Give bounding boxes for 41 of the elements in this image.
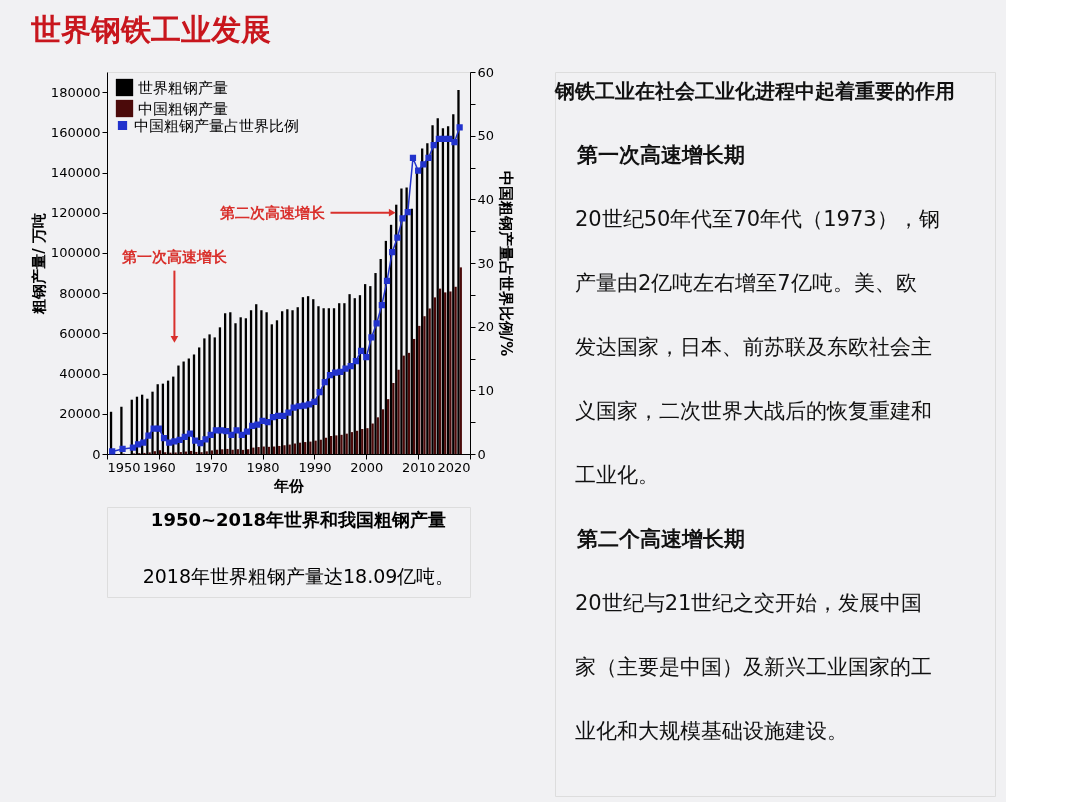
legend-label: 世界粗钢产量 [138, 78, 228, 97]
y-tick-label: 60000 [59, 325, 101, 341]
text: 20世纪50年代至70年代（1973），钢产量由2亿吨左右增至7亿吨。美、欧发达国家，日本、前苏联及东欧社会主义国家，二次世界大战后的恢复重建和工业化。 [575, 207, 940, 487]
text: 20世纪与21世纪之交开始，发展中国家（主要是中国）及新兴工业国家的工业化和大规模基础设施建设。 [575, 591, 932, 743]
annotation: 第二次高速增长 [218, 203, 326, 222]
text: 第二个高速增长期 [576, 527, 745, 551]
x-tick-label: 1950 [107, 459, 141, 475]
y-tick-label: 100000 [50, 245, 101, 261]
x-tick-label: 1960 [142, 459, 176, 475]
y-tick-label: 0 [92, 446, 101, 462]
legend-label: 中国粗钢产量 [138, 99, 228, 118]
x-tick-label: 2010 [402, 459, 436, 475]
y2-axis-title: 中国粗钢产量占世界比例/% [497, 170, 516, 357]
y-tick-label: 160000 [50, 124, 101, 140]
x-tick-label: 2020 [437, 459, 471, 475]
text: 1950~2018年世界和我国粗钢产量 [150, 509, 447, 530]
x-axis-title: 年份 [273, 476, 305, 495]
x-tick-label: 2000 [350, 459, 384, 475]
y2-tick-label: 60 [477, 64, 495, 80]
chart-title: 世界钢铁工业发展 [29, 11, 271, 47]
y2-tick-label: 0 [477, 446, 486, 462]
y2-tick-label: 10 [477, 382, 495, 398]
x-tick-label: 1970 [194, 459, 228, 475]
legend-label: 中国粗钢产量占世界比例 [134, 116, 299, 135]
y2-tick-label: 20 [477, 319, 495, 335]
y2-tick-label: 50 [477, 128, 495, 144]
y-tick-label: 120000 [50, 205, 101, 221]
text: 钢铁工业在社会工业化进程中起着重要的作用 [554, 79, 955, 103]
x-tick-label: 1990 [298, 459, 332, 475]
annotation: 第一次高速增长 [120, 247, 228, 266]
y-tick-label: 140000 [50, 165, 101, 181]
x-tick-label: 1980 [246, 459, 280, 475]
y-axis-title: 粗钢产量/ 万吨 [29, 213, 48, 315]
text: 第一次高速增长期 [576, 143, 745, 167]
y-tick-label: 40000 [59, 366, 101, 382]
y-tick-label: 80000 [59, 285, 101, 301]
y-tick-label: 20000 [59, 406, 101, 422]
y-tick-label: 180000 [50, 84, 101, 100]
y2-tick-label: 30 [477, 255, 495, 271]
text: 2018年世界粗钢产量达18.09亿吨。 [142, 565, 455, 587]
y2-tick-label: 40 [477, 191, 495, 207]
